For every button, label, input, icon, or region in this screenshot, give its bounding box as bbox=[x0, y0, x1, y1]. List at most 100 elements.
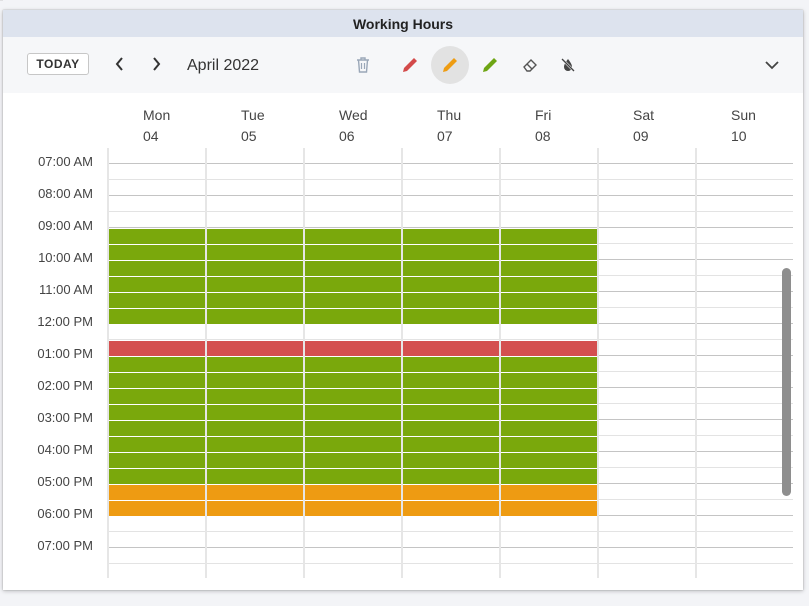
schedule-cell-green[interactable] bbox=[305, 437, 401, 452]
schedule-cell-green[interactable] bbox=[207, 469, 303, 484]
schedule-cell-green[interactable] bbox=[501, 469, 597, 484]
schedule-cell-green[interactable] bbox=[109, 277, 205, 292]
schedule-cell-green[interactable] bbox=[109, 309, 205, 324]
schedule-cell-green[interactable] bbox=[403, 245, 499, 260]
schedule-cell-orange[interactable] bbox=[207, 501, 303, 516]
schedule-cell-green[interactable] bbox=[207, 277, 303, 292]
schedule-cell-green[interactable] bbox=[501, 261, 597, 276]
schedule-cell-green[interactable] bbox=[305, 421, 401, 436]
schedule-cell-green[interactable] bbox=[305, 453, 401, 468]
schedule-cell-green[interactable] bbox=[403, 469, 499, 484]
schedule-cell-green[interactable] bbox=[501, 309, 597, 324]
schedule-cell-green[interactable] bbox=[305, 261, 401, 276]
schedule-cell-green[interactable] bbox=[109, 373, 205, 388]
schedule-cell-green[interactable] bbox=[207, 405, 303, 420]
schedule-cell-green[interactable] bbox=[501, 453, 597, 468]
schedule-cell-orange[interactable] bbox=[305, 485, 401, 500]
schedule-cell-green[interactable] bbox=[501, 357, 597, 372]
schedule-cell-green[interactable] bbox=[403, 373, 499, 388]
schedule-cell-green[interactable] bbox=[305, 293, 401, 308]
schedule-cell-green[interactable] bbox=[403, 229, 499, 244]
schedule-cell-green[interactable] bbox=[305, 389, 401, 404]
schedule-cell-green[interactable] bbox=[109, 405, 205, 420]
delete-tool-button[interactable] bbox=[344, 46, 382, 84]
pencil-red-tool-button[interactable] bbox=[391, 46, 429, 84]
schedule-cell-green[interactable] bbox=[109, 453, 205, 468]
schedule-cell-green[interactable] bbox=[109, 421, 205, 436]
prev-week-button[interactable] bbox=[110, 53, 130, 75]
schedule-cell-green[interactable] bbox=[109, 245, 205, 260]
schedule-cell-green[interactable] bbox=[109, 357, 205, 372]
schedule-cell-green[interactable] bbox=[403, 261, 499, 276]
schedule-cell-green[interactable] bbox=[501, 229, 597, 244]
schedule-cell-green[interactable] bbox=[207, 229, 303, 244]
schedule-cell-red[interactable] bbox=[403, 341, 499, 356]
schedule-cell-green[interactable] bbox=[305, 277, 401, 292]
schedule-cell-green[interactable] bbox=[501, 277, 597, 292]
schedule-cell-green[interactable] bbox=[305, 405, 401, 420]
day-name: Tue bbox=[241, 107, 265, 123]
schedule-cell-orange[interactable] bbox=[207, 485, 303, 500]
schedule-cell-green[interactable] bbox=[305, 373, 401, 388]
schedule-cell-red[interactable] bbox=[109, 341, 205, 356]
schedule-cell-green[interactable] bbox=[501, 421, 597, 436]
schedule-cell-green[interactable] bbox=[403, 389, 499, 404]
schedule-cell-green[interactable] bbox=[403, 309, 499, 324]
schedule-cell-green[interactable] bbox=[207, 373, 303, 388]
schedule-cell-green[interactable] bbox=[501, 293, 597, 308]
schedule-cell-green[interactable] bbox=[207, 389, 303, 404]
schedule-cell-green[interactable] bbox=[501, 389, 597, 404]
schedule-cell-green[interactable] bbox=[207, 357, 303, 372]
schedule-cell-green[interactable] bbox=[501, 373, 597, 388]
schedule-cell-green[interactable] bbox=[109, 229, 205, 244]
schedule-cell-green[interactable] bbox=[403, 421, 499, 436]
schedule-cell-green[interactable] bbox=[207, 453, 303, 468]
schedule-cell-red[interactable] bbox=[305, 341, 401, 356]
schedule-cell-green[interactable] bbox=[501, 245, 597, 260]
schedule-cell-red[interactable] bbox=[207, 341, 303, 356]
today-button[interactable]: TODAY bbox=[27, 53, 89, 75]
schedule-cell-green[interactable] bbox=[109, 261, 205, 276]
pencil-orange-tool-button[interactable] bbox=[431, 46, 469, 84]
pencil-green-tool-button[interactable] bbox=[471, 46, 509, 84]
schedule-cell-green[interactable] bbox=[207, 421, 303, 436]
eraser-tool-button[interactable] bbox=[511, 46, 549, 84]
schedule-cell-green[interactable] bbox=[207, 309, 303, 324]
vertical-scrollbar[interactable] bbox=[782, 268, 791, 496]
schedule-cell-green[interactable] bbox=[305, 357, 401, 372]
next-week-button[interactable] bbox=[146, 53, 166, 75]
schedule-cell-orange[interactable] bbox=[305, 501, 401, 516]
schedule-cell-orange[interactable] bbox=[403, 501, 499, 516]
schedule-cell-green[interactable] bbox=[403, 453, 499, 468]
schedule-cell-orange[interactable] bbox=[403, 485, 499, 500]
schedule-cell-green[interactable] bbox=[109, 469, 205, 484]
schedule-cell-green[interactable] bbox=[403, 277, 499, 292]
schedule-cell-green[interactable] bbox=[109, 389, 205, 404]
schedule-cell-green[interactable] bbox=[207, 293, 303, 308]
schedule-cell-green[interactable] bbox=[305, 469, 401, 484]
schedule-cell-green[interactable] bbox=[501, 405, 597, 420]
schedule-cell-green[interactable] bbox=[207, 261, 303, 276]
schedule-cell-orange[interactable] bbox=[109, 501, 205, 516]
schedule-cell-orange[interactable] bbox=[501, 485, 597, 500]
schedule-cell-green[interactable] bbox=[109, 437, 205, 452]
schedule-cell-green[interactable] bbox=[403, 405, 499, 420]
schedule-cell-green[interactable] bbox=[305, 245, 401, 260]
schedule-cell-green[interactable] bbox=[403, 437, 499, 452]
calendar-grid[interactable] bbox=[107, 148, 793, 578]
pencil-icon bbox=[443, 58, 457, 72]
collapse-toolbar-button[interactable] bbox=[761, 54, 783, 76]
no-paint-tool-button[interactable] bbox=[549, 46, 587, 84]
schedule-cell-red[interactable] bbox=[501, 341, 597, 356]
schedule-cell-green[interactable] bbox=[305, 309, 401, 324]
schedule-cell-orange[interactable] bbox=[501, 501, 597, 516]
schedule-cell-green[interactable] bbox=[501, 437, 597, 452]
schedule-cell-green[interactable] bbox=[403, 357, 499, 372]
schedule-cell-green[interactable] bbox=[207, 245, 303, 260]
schedule-cell-orange[interactable] bbox=[109, 485, 205, 500]
schedule-cell-green[interactable] bbox=[207, 437, 303, 452]
schedule-cell-green[interactable] bbox=[305, 229, 401, 244]
eraser-icon bbox=[523, 59, 537, 72]
schedule-cell-green[interactable] bbox=[403, 293, 499, 308]
schedule-cell-green[interactable] bbox=[109, 293, 205, 308]
